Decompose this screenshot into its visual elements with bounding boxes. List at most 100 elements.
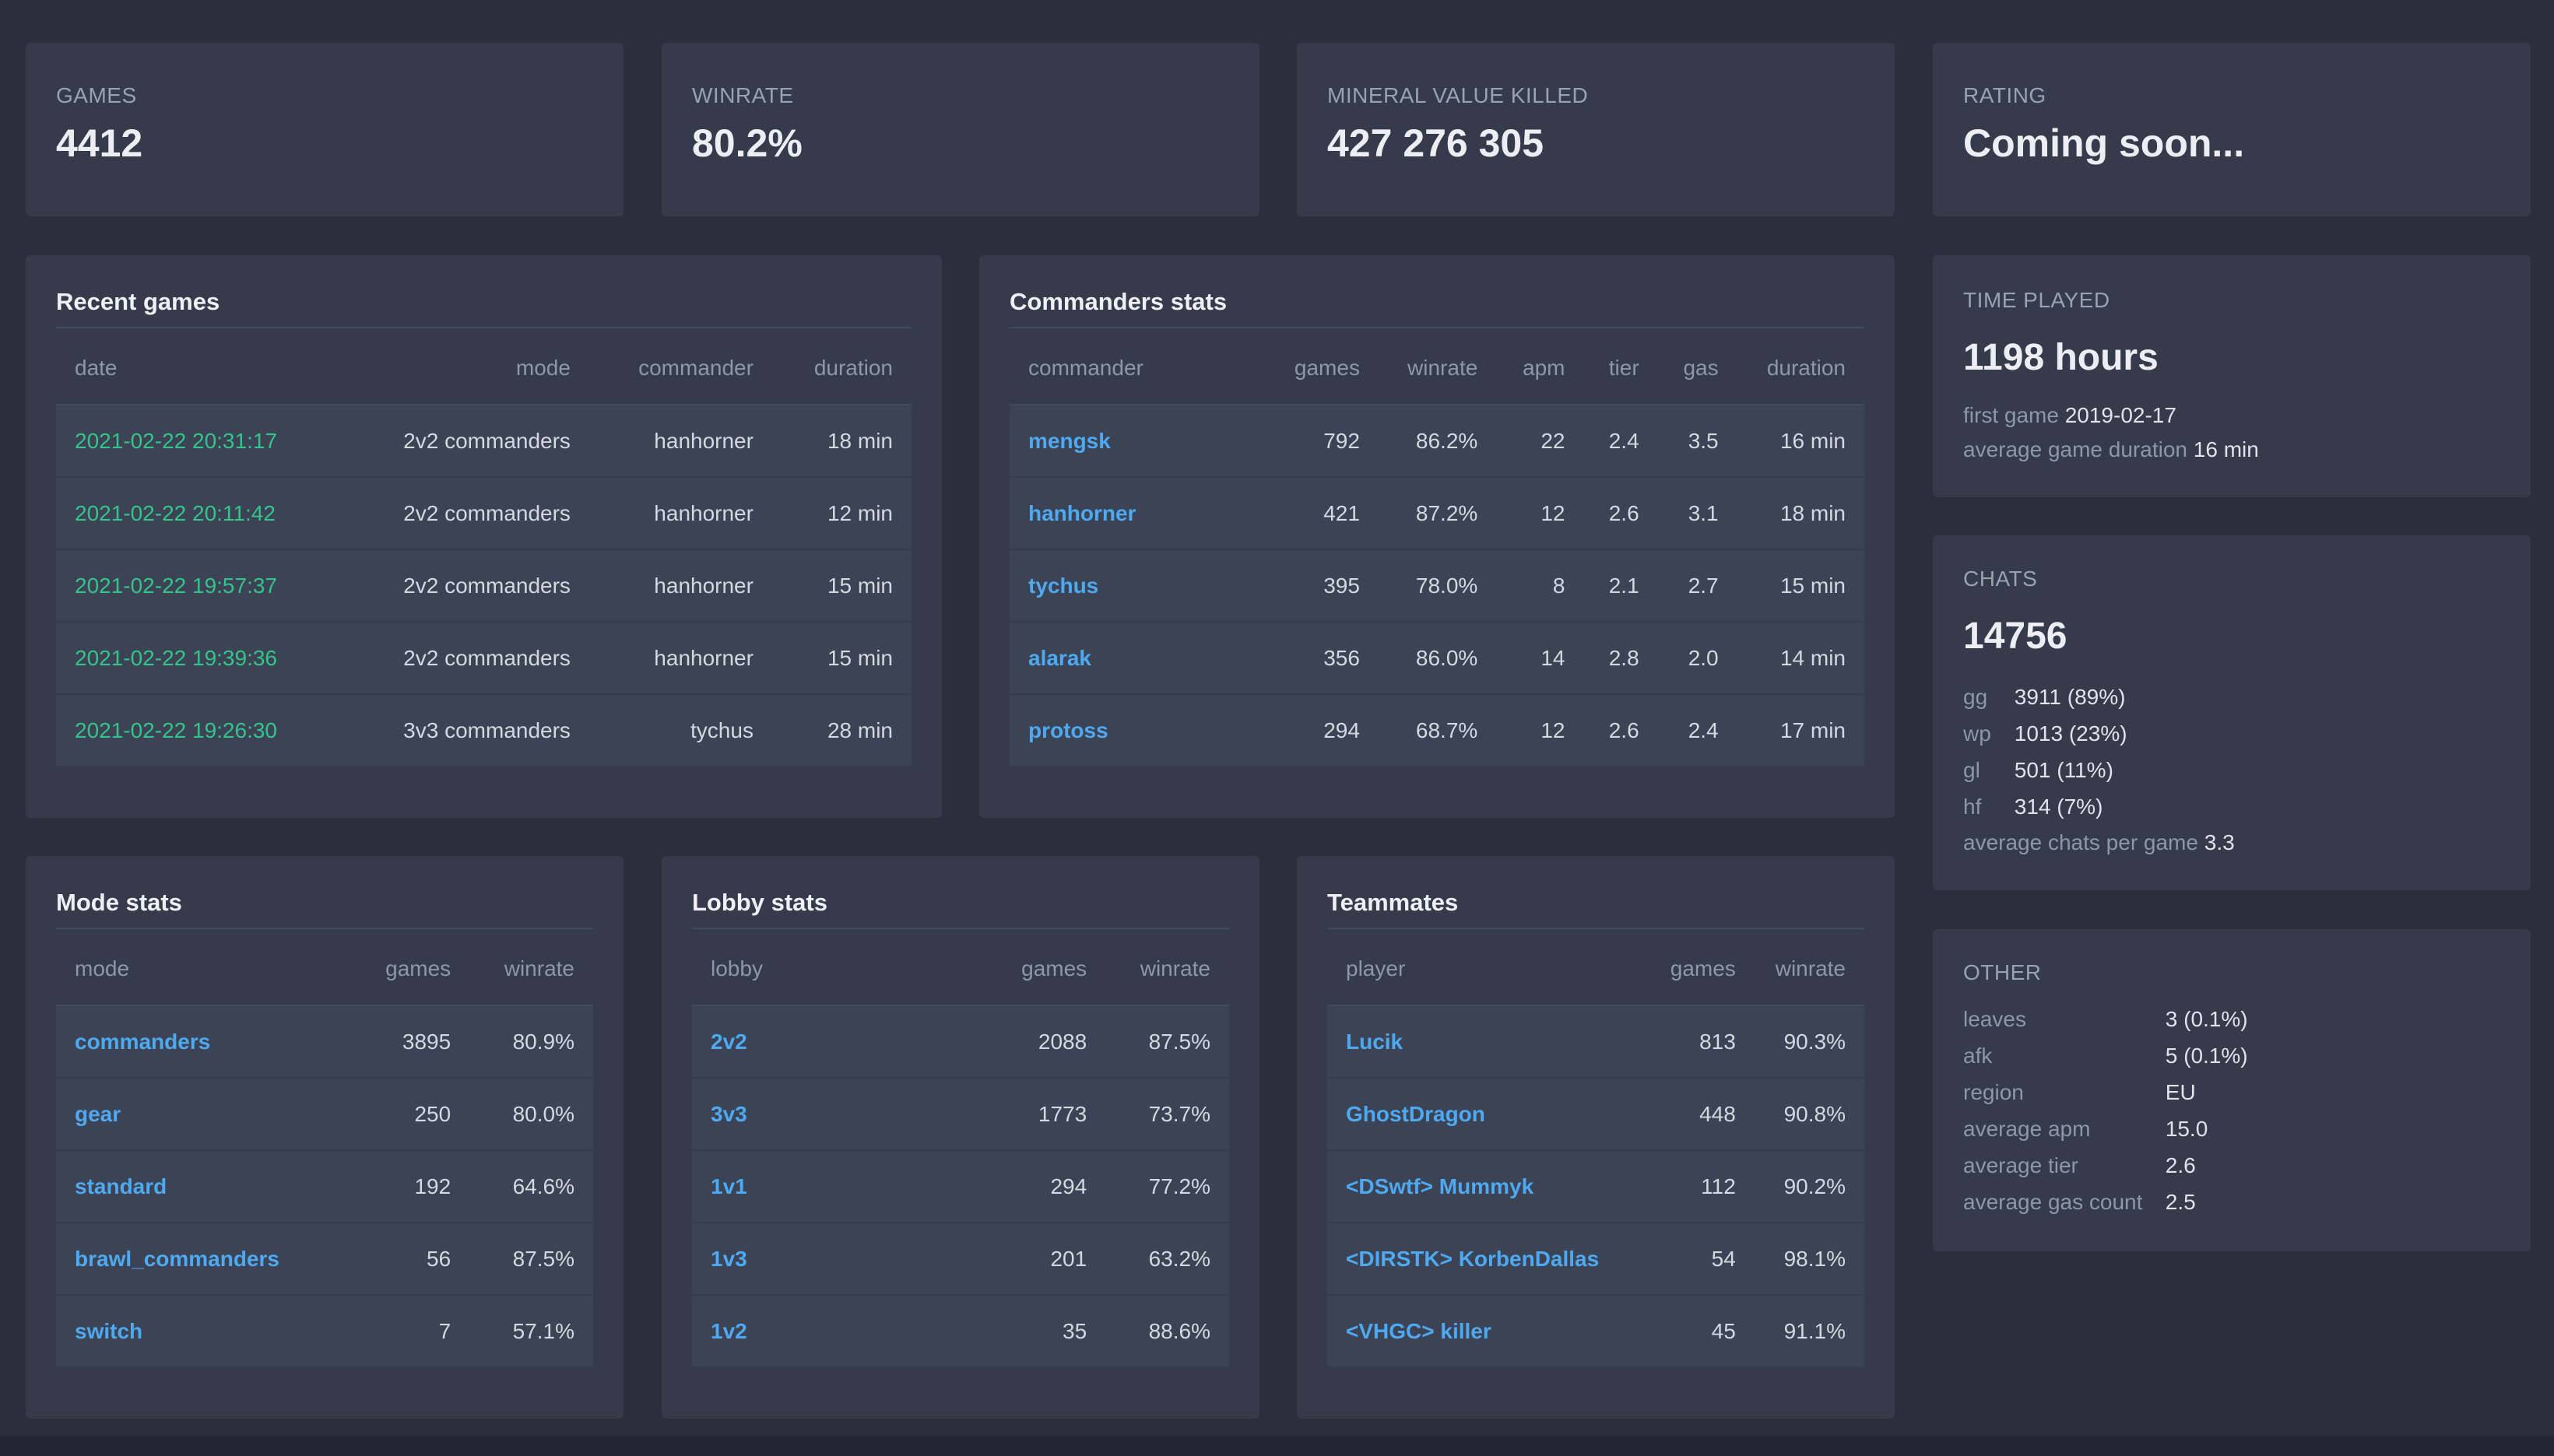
cell: 356	[1266, 622, 1379, 695]
game-commander: hanhorner	[588, 405, 772, 478]
cell: 2.6	[1583, 477, 1658, 550]
player-link[interactable]: <DIRSTK> KorbenDallas	[1327, 1223, 1649, 1296]
mode-link[interactable]: standard	[56, 1150, 352, 1223]
game-date-link[interactable]: 2021-02-22 19:26:30	[56, 694, 344, 767]
chat-value: 1013 (23%)	[2014, 721, 2127, 746]
chat-key: hf	[1963, 795, 1982, 819]
game-commander: hanhorner	[588, 622, 772, 695]
table-row[interactable]: 2021-02-22 20:31:17 2v2 commanders hanho…	[56, 405, 912, 478]
time-played-card: TIME PLAYED 1198 hours first game 2019-0…	[1933, 255, 2531, 497]
chat-row-hf: hf 314 (7%)	[1963, 795, 2103, 819]
lobby-link[interactable]: 2v2	[692, 1005, 988, 1079]
column-header[interactable]: games	[987, 932, 1106, 1006]
commander-link[interactable]: hanhorner	[1010, 477, 1266, 550]
lobby-stats-card: Lobby stats lobby games winrate 2v2 2088…	[662, 856, 1259, 1419]
mode-link[interactable]: commanders	[56, 1005, 352, 1079]
games-label: GAMES	[56, 83, 137, 107]
table-row[interactable]: 2021-02-22 19:57:37 2v2 commanders hanho…	[56, 549, 912, 623]
divider	[1327, 928, 1864, 929]
column-header[interactable]: games	[1649, 932, 1755, 1006]
column-header[interactable]: winrate	[469, 932, 593, 1006]
cell: 63.2%	[1105, 1223, 1229, 1296]
player-link[interactable]: <VHGC> killer	[1327, 1295, 1649, 1368]
cell: 80.9%	[469, 1005, 593, 1079]
recent-games-table: date mode commander duration 2021-02-22 …	[56, 332, 912, 767]
commander-link[interactable]: alarak	[1010, 622, 1266, 695]
other-value: 3 (0.1%)	[2165, 1007, 2248, 1031]
column-header[interactable]: commander	[1010, 332, 1266, 405]
table-row: tychus 395 78.0% 8 2.1 2.7 15 min	[1010, 549, 1864, 623]
mode-link[interactable]: switch	[56, 1295, 352, 1368]
column-header[interactable]: mode	[56, 932, 352, 1006]
other-value: 2.5	[2165, 1190, 2196, 1214]
commander-link[interactable]: tychus	[1010, 549, 1266, 623]
first-game-label: first game	[1963, 403, 2059, 427]
table-row: commanders 3895 80.9%	[56, 1005, 593, 1079]
column-header[interactable]: winrate	[1378, 332, 1497, 405]
column-header[interactable]: tier	[1583, 332, 1658, 405]
cell: 813	[1649, 1005, 1755, 1079]
table-row[interactable]: 2021-02-22 20:11:42 2v2 commanders hanho…	[56, 477, 912, 550]
column-header[interactable]: lobby	[692, 932, 988, 1006]
column-header[interactable]: date	[56, 332, 344, 405]
game-duration: 15 min	[771, 622, 912, 695]
teammates-table: player games winrate Lucik 813 90.3% Gho…	[1327, 932, 1864, 1368]
lobby-link[interactable]: 1v3	[692, 1223, 988, 1296]
commander-link[interactable]: mengsk	[1010, 405, 1266, 478]
game-date-link[interactable]: 2021-02-22 19:39:36	[56, 622, 344, 695]
table-row: <VHGC> killer 45 91.1%	[1327, 1295, 1864, 1368]
player-link[interactable]: GhostDragon	[1327, 1078, 1649, 1151]
cell: 2.4	[1657, 694, 1737, 767]
table-row[interactable]: 2021-02-22 19:26:30 3v3 commanders tychu…	[56, 694, 912, 767]
cell: 57.1%	[469, 1295, 593, 1368]
column-header[interactable]: games	[351, 932, 470, 1006]
other-label: OTHER	[1963, 960, 2042, 984]
column-header[interactable]: mode	[343, 332, 589, 405]
table-row: switch 7 57.1%	[56, 1295, 593, 1368]
lobby-link[interactable]: 3v3	[692, 1078, 988, 1151]
lobby-link[interactable]: 1v1	[692, 1150, 988, 1223]
game-duration: 12 min	[771, 477, 912, 550]
mode-link[interactable]: brawl_commanders	[56, 1223, 352, 1296]
game-date-link[interactable]: 2021-02-22 20:31:17	[56, 405, 344, 478]
cell: 421	[1266, 477, 1379, 550]
column-header[interactable]: duration	[1737, 332, 1864, 405]
cell: 73.7%	[1105, 1078, 1229, 1151]
lobby-link[interactable]: 1v2	[692, 1295, 988, 1368]
table-row: standard 192 64.6%	[56, 1150, 593, 1223]
cell: 2.1	[1583, 549, 1658, 623]
avg-duration-label: average game duration	[1963, 437, 2187, 461]
player-link[interactable]: <DSwtf> Mummyk	[1327, 1150, 1649, 1223]
game-commander: hanhorner	[588, 549, 772, 623]
column-header[interactable]: games	[1266, 332, 1379, 405]
column-header[interactable]: winrate	[1105, 932, 1229, 1006]
table-row[interactable]: 2021-02-22 19:39:36 2v2 commanders hanho…	[56, 622, 912, 695]
table-row: hanhorner 421 87.2% 12 2.6 3.1 18 min	[1010, 477, 1864, 550]
cell: 12	[1496, 477, 1584, 550]
mode-link[interactable]: gear	[56, 1078, 352, 1151]
lobby-stats-table: lobby games winrate 2v2 2088 87.5% 3v3 1…	[692, 932, 1229, 1368]
cell: 45	[1649, 1295, 1755, 1368]
rating-value: Coming soon...	[1963, 121, 2245, 165]
game-date-link[interactable]: 2021-02-22 19:57:37	[56, 549, 344, 623]
cell: 88.6%	[1105, 1295, 1229, 1368]
teammates-title: Teammates	[1327, 889, 1459, 916]
column-header[interactable]: gas	[1657, 332, 1737, 405]
cell: 90.3%	[1754, 1005, 1864, 1079]
column-header[interactable]: winrate	[1754, 932, 1864, 1006]
player-link[interactable]: Lucik	[1327, 1005, 1649, 1079]
column-header[interactable]: apm	[1496, 332, 1584, 405]
table-row: 1v3 201 63.2%	[692, 1223, 1229, 1296]
game-mode: 2v2 commanders	[343, 405, 589, 478]
mineral-card: MINERAL VALUE KILLED 427 276 305	[1297, 43, 1895, 216]
other-value: 15.0	[2165, 1117, 2208, 1141]
cell: 3895	[351, 1005, 470, 1079]
column-header[interactable]: player	[1327, 932, 1649, 1006]
column-header[interactable]: duration	[771, 332, 912, 405]
other-value: 5 (0.1%)	[2165, 1044, 2248, 1068]
column-header[interactable]: commander	[588, 332, 772, 405]
commander-link[interactable]: protoss	[1010, 694, 1266, 767]
game-date-link[interactable]: 2021-02-22 20:11:42	[56, 477, 344, 550]
game-mode: 2v2 commanders	[343, 477, 589, 550]
recent-games-card: Recent games date mode commander duratio…	[26, 255, 942, 818]
